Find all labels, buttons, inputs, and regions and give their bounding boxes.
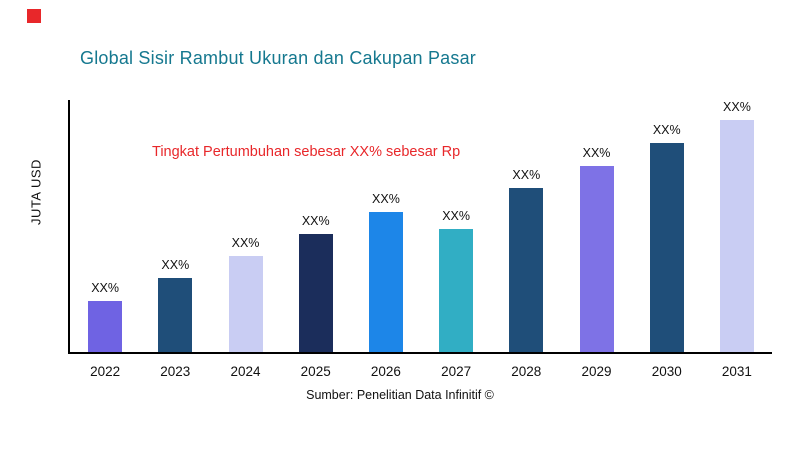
bar-value-label: XX%	[442, 209, 471, 224]
y-axis-label: JUTA USD	[28, 159, 44, 225]
bar	[158, 277, 193, 352]
bar	[368, 211, 403, 352]
bar-group: XX% 2024	[210, 100, 280, 379]
x-tick-label: 2029	[581, 364, 612, 379]
bar	[88, 300, 123, 352]
bar	[228, 256, 263, 352]
growth-annotation: Tingkat Pertumbuhan sebesar XX% sebesar …	[152, 144, 461, 160]
bar-group: XX% 2027	[421, 100, 491, 379]
bar	[298, 234, 333, 352]
bar-value-label: XX%	[512, 167, 541, 182]
x-tick-label: 2024	[230, 364, 261, 379]
source-note: Sumber: Penelitian Data Infinitif ©	[306, 388, 494, 402]
bar	[649, 143, 684, 352]
x-tick-label: 2023	[160, 364, 191, 379]
bar-group: XX% 2022	[70, 100, 140, 379]
bar-value-label: XX%	[372, 191, 400, 206]
x-tick-label: 2026	[370, 364, 401, 379]
bar-group: XX% 2030	[632, 100, 702, 379]
brand-square-icon	[27, 9, 41, 23]
bar-value-label: XX%	[231, 236, 260, 251]
bar-group: XX% 2026	[351, 100, 421, 379]
bar	[439, 229, 474, 352]
bar-value-label: XX%	[723, 100, 751, 114]
plot-area: Tingkat Pertumbuhan sebesar XX% sebesar …	[68, 100, 772, 379]
chart-title: Global Sisir Rambut Ukuran dan Cakupan P…	[80, 48, 476, 69]
x-tick-label: 2025	[300, 364, 331, 379]
bar-group: XX% 2028	[491, 100, 561, 379]
bar-value-label: XX%	[301, 214, 330, 229]
bar-value-label: XX%	[91, 280, 119, 295]
bar-group: XX% 2025	[281, 100, 351, 379]
bar-value-label: XX%	[161, 257, 190, 272]
x-tick-label: 2022	[90, 364, 121, 379]
x-tick-label: 2031	[721, 364, 752, 379]
bar-value-label: XX%	[652, 123, 681, 138]
bar	[509, 187, 544, 352]
bar	[579, 166, 614, 352]
bar-group: XX% 2023	[140, 100, 210, 379]
bar-group: XX% 2031	[702, 100, 772, 379]
bar-group: XX% 2029	[561, 100, 631, 379]
bar-value-label: XX%	[582, 146, 611, 161]
bar	[719, 120, 754, 352]
x-tick-label: 2030	[651, 364, 682, 379]
x-tick-label: 2028	[511, 364, 542, 379]
bar-chart: XX% 2022 XX% 2023 XX% 2024 XX% 2025 XX% 2026 XX% 20…	[70, 100, 772, 379]
x-tick-label: 2027	[441, 364, 472, 379]
